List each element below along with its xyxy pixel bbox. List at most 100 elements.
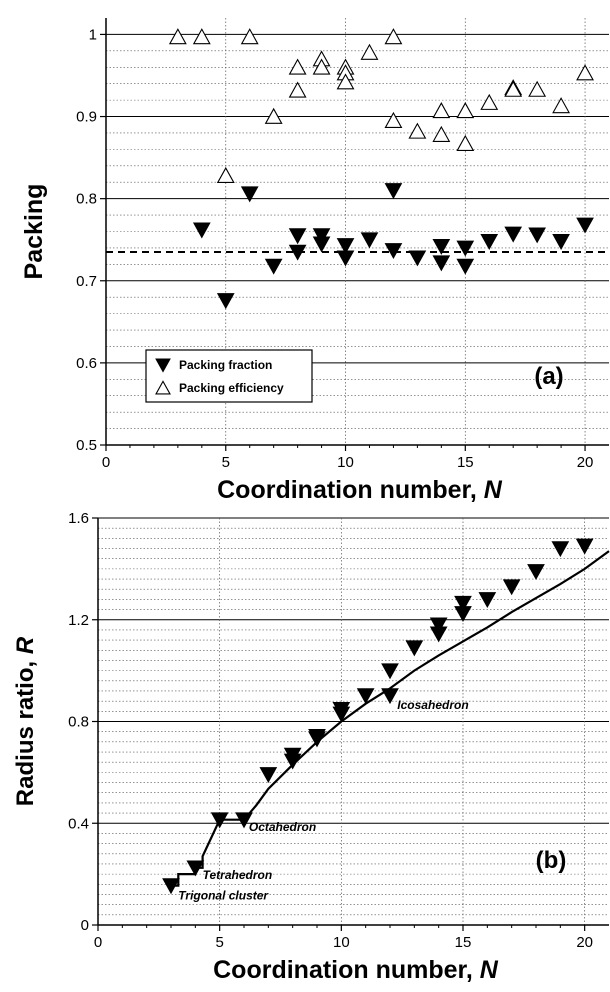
data-point: [264, 258, 283, 275]
data-point: [575, 538, 594, 555]
legend-marker: [155, 380, 171, 395]
x-tick-label: 15: [457, 454, 474, 471]
data-point: [259, 767, 278, 784]
data-point: [408, 122, 427, 139]
data-point: [288, 58, 307, 75]
x-tick-label: 20: [577, 454, 594, 471]
y-axis-title: Radius ratio, R: [12, 636, 39, 806]
data-point: [240, 186, 259, 203]
legend: Packing fraction Packing efficiency: [145, 349, 313, 403]
data-point: [480, 93, 499, 110]
gridlines: [106, 18, 609, 445]
data-point: [283, 747, 302, 764]
data-point: [576, 64, 594, 81]
x-tick-label: 10: [333, 934, 350, 951]
series-radius-ratio: [162, 538, 594, 895]
data-point: [381, 663, 399, 680]
data-point: [408, 250, 427, 267]
x-axis-title: Coordination number, N: [217, 476, 503, 504]
data-point: [240, 28, 259, 45]
y-tick-label: 0.5: [76, 437, 97, 454]
y-tick-label: 1: [89, 26, 97, 43]
data-point: [456, 240, 475, 257]
y-tick-label: 0.6: [76, 355, 97, 372]
annotation-icosahedron: Icosahedron: [397, 698, 468, 712]
data-point: [168, 28, 187, 45]
data-point: [384, 243, 403, 260]
data-point: [480, 234, 499, 250]
data-point: [216, 293, 235, 310]
annotation-trigonal-cluster: Trigonal cluster: [178, 889, 269, 903]
data-point: [478, 592, 497, 609]
x-tick-label: 20: [576, 934, 593, 951]
panel-label: (b): [536, 847, 567, 874]
legend-marker: [155, 358, 171, 373]
x-tick-label: 0: [102, 454, 110, 471]
y-axis-title: Packing: [20, 184, 48, 280]
data-point: [456, 102, 475, 119]
data-point: [336, 73, 355, 90]
data-point: [360, 232, 379, 249]
data-point: [288, 244, 307, 261]
data-point: [192, 28, 211, 45]
data-point: [384, 28, 403, 45]
legend-label: Packing efficiency: [179, 381, 284, 395]
data-point: [192, 222, 211, 239]
data-point: [288, 81, 307, 98]
radius-ratio-curve: [171, 550, 610, 887]
data-point: [332, 701, 351, 718]
x-tick-label: 10: [337, 454, 354, 471]
data-point: [528, 80, 547, 97]
data-point: [502, 579, 521, 596]
data-point: [235, 812, 253, 829]
data-point: [552, 234, 570, 250]
y-tick-label: 0.7: [76, 273, 97, 290]
series-packing-fraction: [192, 183, 594, 310]
series-packing-efficiency: [168, 28, 594, 184]
chart-panel-a: 0 5 10 15 20 0.5 0.6 0.7 0.8 0.9 1 Coordination num…: [20, 18, 609, 504]
legend-label: Packing fraction: [179, 358, 272, 372]
data-point: [312, 58, 331, 75]
x-tick-label: 0: [94, 934, 102, 951]
y-tick-label: 1.6: [68, 510, 89, 527]
y-tick-label: 0.9: [76, 109, 97, 126]
gridlines: [98, 517, 609, 925]
data-point: [456, 134, 475, 151]
annotation-octahedron: Octahedron: [249, 820, 316, 834]
data-point: [162, 878, 180, 895]
data-point: [504, 80, 523, 97]
y-tick-label: 1.2: [68, 612, 89, 629]
data-point: [336, 250, 355, 267]
data-point: [288, 228, 307, 245]
data-point: [504, 226, 523, 243]
data-point: [454, 595, 472, 612]
data-point: [216, 166, 235, 184]
x-tick-label: 15: [455, 934, 472, 951]
data-point: [405, 640, 424, 657]
data-point: [552, 97, 571, 114]
y-tick-label: 0.8: [68, 714, 89, 731]
data-point: [456, 258, 475, 275]
data-point: [186, 860, 205, 877]
data-point: [210, 812, 229, 829]
data-point: [384, 183, 403, 200]
data-point: [312, 228, 331, 245]
data-point: [360, 43, 379, 60]
data-point: [264, 107, 283, 124]
chart-panel-b: 0 5 10 15 20 0 0.4 0.8 1.2 1.6 Coordination number…: [12, 510, 610, 984]
y-tick-label: 0.8: [76, 191, 97, 208]
x-axis-title: Coordination number, N: [213, 956, 499, 984]
data-point: [356, 688, 375, 705]
data-point: [432, 255, 451, 272]
y-tick-label: 0.4: [68, 815, 89, 832]
data-point: [429, 617, 448, 634]
data-point: [384, 111, 403, 128]
data-point: [381, 688, 399, 705]
data-point: [432, 125, 451, 142]
data-point: [308, 728, 326, 745]
data-point: [576, 217, 594, 234]
x-tick-label: 5: [222, 454, 230, 471]
y-tick-label: 0: [81, 917, 89, 934]
data-point: [336, 238, 355, 255]
